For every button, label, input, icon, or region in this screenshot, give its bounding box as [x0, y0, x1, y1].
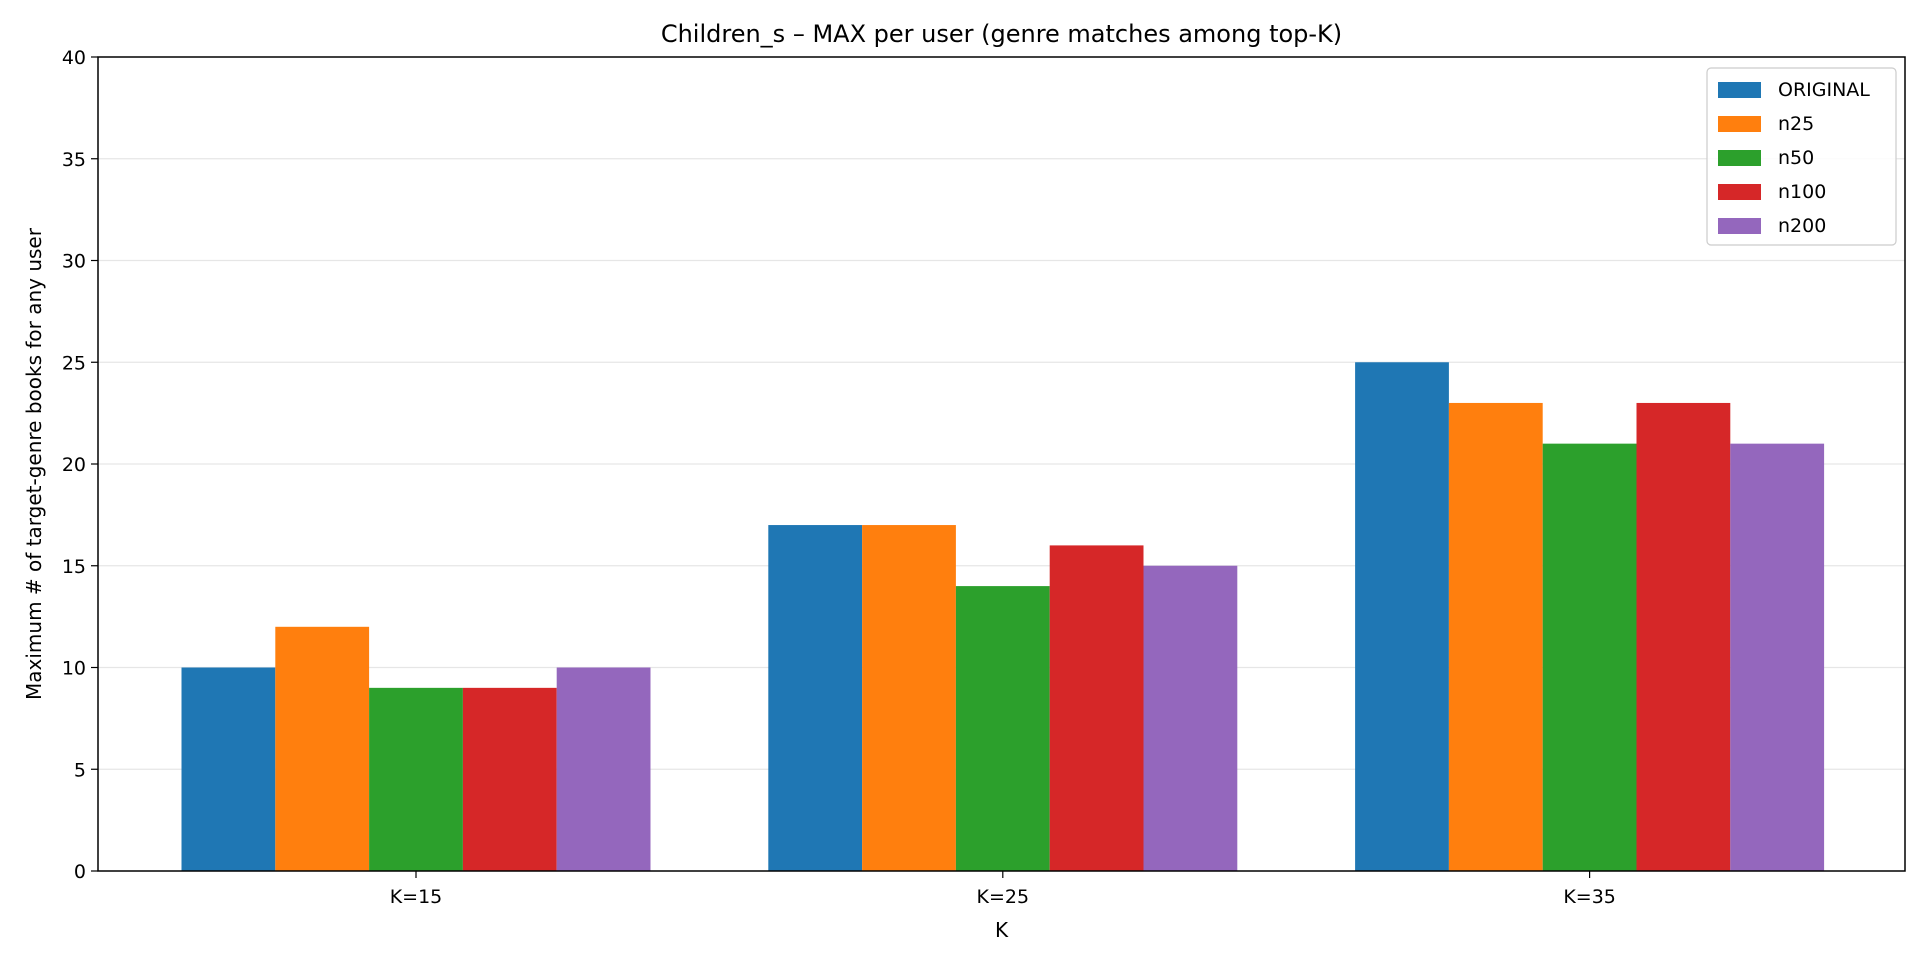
legend-swatch [1718, 116, 1761, 132]
bar-n50-k35 [1542, 443, 1637, 871]
bar-n200-k15 [556, 667, 651, 871]
legend: ORIGINAL n25 n50 n100 n200 [1706, 67, 1897, 246]
bar-n50-k25 [955, 586, 1050, 871]
bar-original-k35 [1355, 362, 1449, 871]
x-tick-label: K=25 [977, 886, 1030, 908]
y-tick-label: 30 [62, 251, 86, 273]
bar-n100-k15 [462, 687, 557, 871]
x-tick-label: K=15 [390, 886, 443, 908]
y-tick-label: 15 [62, 556, 86, 578]
legend-label: n25 [1778, 113, 1814, 135]
bar-n100-k25 [1049, 545, 1144, 871]
y-axis-label: Maximum # of target-genre books for any … [22, 227, 46, 700]
bar-n25-k25 [862, 525, 956, 871]
x-axis-label: K [995, 918, 1009, 942]
legend-label: ORIGINAL [1778, 79, 1870, 101]
y-axis: 0 5 10 15 20 25 30 35 40 [62, 47, 98, 883]
y-tick-label: 10 [62, 658, 86, 680]
y-tick-label: 25 [62, 352, 86, 374]
bars [181, 362, 1825, 871]
bar-n25-k35 [1448, 402, 1543, 871]
y-tick-label: 5 [74, 759, 86, 781]
x-tick-label: K=35 [1563, 886, 1616, 908]
chart-title: Children_s – MAX per user (genre matches… [661, 20, 1342, 48]
legend-label: n50 [1778, 147, 1814, 169]
bar-n25-k15 [275, 626, 370, 871]
bar-original-k15 [181, 667, 276, 871]
legend-box [1706, 67, 1897, 246]
bar-n200-k25 [1143, 565, 1238, 871]
legend-label: n100 [1778, 181, 1826, 203]
y-tick-label: 0 [74, 861, 86, 883]
legend-swatch [1718, 150, 1761, 166]
y-tick-label: 40 [62, 47, 86, 69]
y-tick-label: 35 [62, 149, 86, 171]
legend-swatch [1718, 82, 1761, 98]
bar-n200-k35 [1730, 443, 1825, 871]
bar-n50-k15 [369, 687, 463, 871]
legend-swatch [1718, 218, 1761, 234]
bar-n100-k35 [1636, 402, 1731, 871]
bar-original-k25 [768, 525, 863, 871]
legend-label: n200 [1778, 215, 1826, 237]
y-tick-label: 20 [62, 454, 86, 476]
legend-swatch [1718, 184, 1761, 200]
x-axis: K=15 K=25 K=35 [390, 871, 1616, 908]
